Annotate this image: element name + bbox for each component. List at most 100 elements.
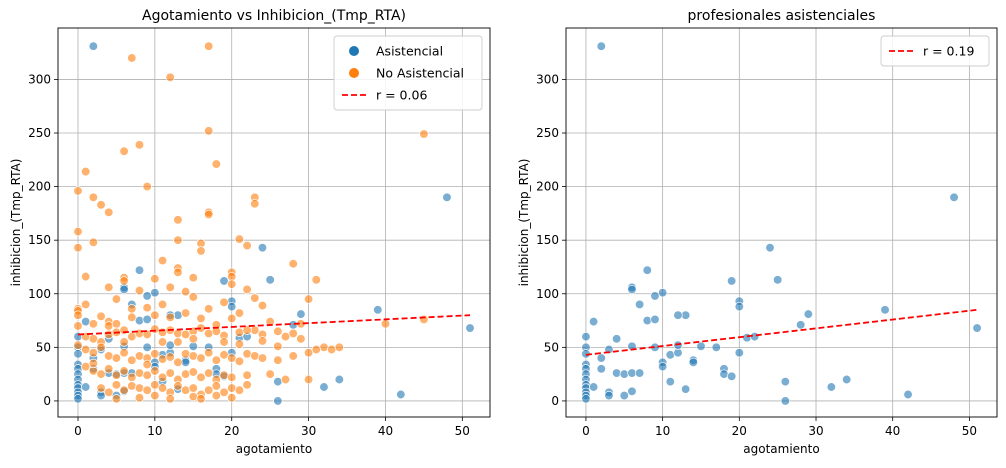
data-point: [119, 385, 129, 395]
data-point: [288, 328, 298, 339]
data-point: [127, 304, 137, 314]
data-point: [196, 394, 206, 404]
legend-marker: [349, 68, 359, 78]
data-point: [180, 357, 191, 368]
data-point: [765, 243, 775, 253]
data-point: [727, 276, 737, 286]
y-tick-label: 200: [28, 180, 51, 194]
data-point: [219, 297, 229, 307]
data-point: [665, 376, 675, 387]
data-point: [81, 361, 91, 372]
data-point: [165, 312, 175, 322]
data-point: [88, 41, 99, 51]
data-point: [165, 368, 175, 378]
legend-marker: [349, 46, 359, 56]
data-point: [688, 357, 698, 368]
data-point: [234, 356, 245, 366]
data-point: [227, 279, 237, 289]
data-point: [134, 393, 145, 403]
data-point: [642, 315, 652, 326]
data-point: [303, 348, 314, 358]
data-point: [142, 314, 152, 325]
data-point: [219, 350, 229, 360]
data-point: [219, 370, 229, 380]
data-point: [711, 342, 721, 352]
data-point: [173, 267, 183, 277]
data-point: [219, 337, 229, 347]
data-point: [96, 342, 106, 352]
data-point: [173, 235, 183, 245]
y-tick-label: 100: [536, 287, 559, 301]
data-point: [204, 385, 214, 395]
x-axis-label: agotamiento: [743, 442, 819, 456]
legend-label: r = 0.06: [376, 88, 427, 103]
data-point: [227, 313, 237, 324]
y-tick-label: 100: [28, 287, 51, 301]
data-point: [142, 329, 152, 340]
data-point: [188, 273, 198, 283]
data-point: [665, 350, 675, 360]
data-point: [257, 243, 268, 253]
data-point: [596, 353, 606, 363]
data-point: [173, 215, 183, 225]
data-point: [727, 371, 737, 381]
data-point: [73, 349, 83, 359]
data-point: [204, 41, 214, 51]
x-tick-label: 20: [732, 424, 747, 438]
data-point: [673, 310, 683, 320]
data-point: [173, 357, 183, 368]
data-point: [219, 276, 229, 286]
data-point: [73, 321, 83, 331]
data-point: [234, 385, 245, 395]
data-point: [234, 234, 245, 244]
data-point: [96, 369, 106, 379]
data-point: [619, 390, 629, 401]
data-point: [127, 355, 137, 365]
data-point: [227, 301, 237, 312]
data-point: [81, 344, 91, 355]
data-point: [196, 372, 206, 383]
data-point: [273, 376, 283, 387]
data-point: [204, 348, 214, 358]
data-point: [111, 294, 122, 304]
data-point: [581, 331, 591, 342]
data-point: [88, 348, 99, 358]
data-point: [81, 299, 91, 310]
data-point: [311, 344, 321, 355]
data-point: [157, 372, 168, 383]
data-point: [211, 355, 222, 365]
chart-title: Agotamiento vs Inhibicion_(Tmp_RTA): [142, 8, 406, 24]
data-point: [219, 387, 229, 398]
data-point: [88, 192, 99, 202]
data-point: [650, 291, 660, 301]
data-point: [119, 337, 129, 347]
data-point: [373, 305, 383, 315]
data-point: [842, 374, 852, 385]
data-point: [257, 300, 268, 311]
data-point: [257, 353, 268, 363]
data-point: [242, 370, 252, 380]
y-axis-label: inhibicion_(Tmp_RTA): [517, 159, 531, 287]
data-point: [81, 382, 91, 392]
y-tick-label: 300: [28, 72, 51, 86]
data-point: [627, 284, 637, 295]
data-point: [134, 315, 145, 326]
x-tick-label: 50: [962, 424, 977, 438]
data-point: [73, 340, 83, 350]
data-point: [180, 385, 191, 395]
data-point: [288, 259, 298, 269]
data-point: [250, 351, 260, 361]
data-point: [627, 368, 637, 378]
data-point: [134, 351, 145, 361]
data-point: [619, 369, 629, 379]
data-point: [419, 314, 429, 325]
data-point: [119, 325, 129, 335]
data-point: [88, 319, 99, 329]
data-point: [719, 369, 729, 379]
legend-label: r = 0.19: [923, 44, 974, 59]
data-point: [119, 348, 129, 358]
data-point: [588, 382, 599, 392]
data-point: [796, 320, 806, 330]
data-point: [211, 381, 222, 391]
